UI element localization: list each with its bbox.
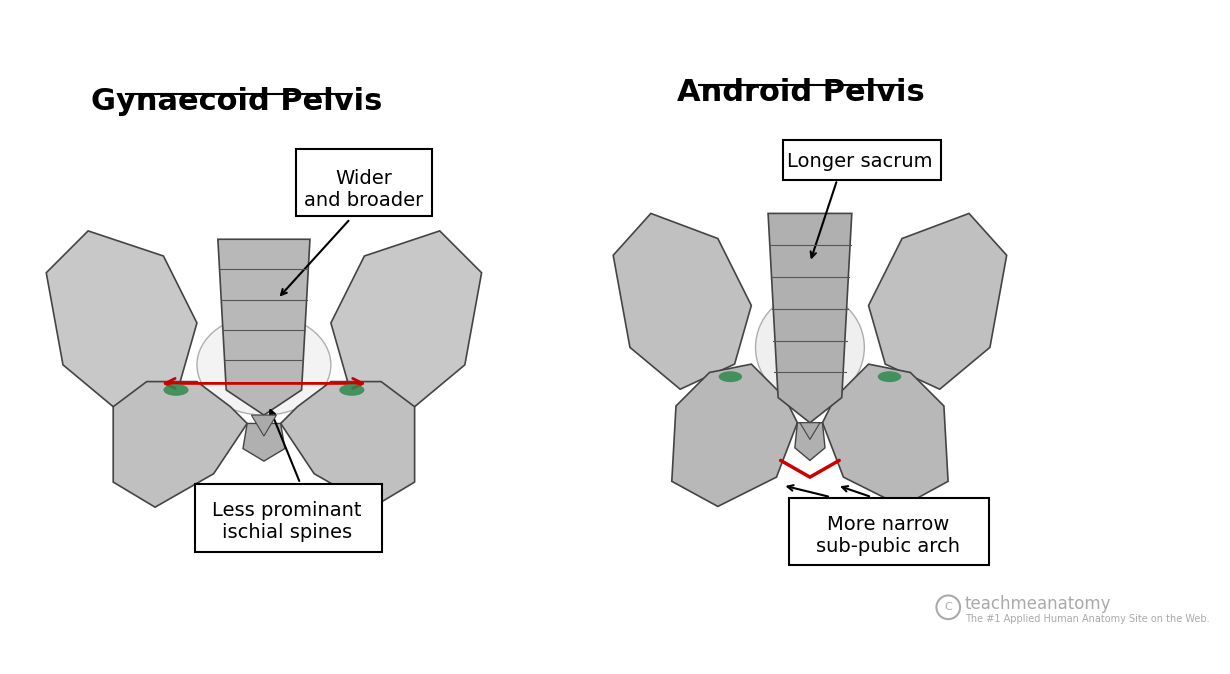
Polygon shape xyxy=(823,364,948,506)
Polygon shape xyxy=(280,381,415,507)
Text: teachmeanatomy: teachmeanatomy xyxy=(964,594,1111,613)
FancyBboxPatch shape xyxy=(788,498,989,565)
Polygon shape xyxy=(47,231,197,406)
Ellipse shape xyxy=(755,293,865,402)
Polygon shape xyxy=(800,423,820,439)
FancyBboxPatch shape xyxy=(295,149,432,216)
Text: Less prominant
ischial spines: Less prominant ischial spines xyxy=(212,501,362,543)
FancyBboxPatch shape xyxy=(194,485,383,552)
Text: Android Pelvis: Android Pelvis xyxy=(676,78,925,106)
Polygon shape xyxy=(331,231,482,406)
Polygon shape xyxy=(672,364,797,506)
Text: Longer sacrum: Longer sacrum xyxy=(787,152,932,171)
Text: Gynaecoid Pelvis: Gynaecoid Pelvis xyxy=(91,87,383,116)
FancyBboxPatch shape xyxy=(782,140,941,181)
Ellipse shape xyxy=(164,384,188,396)
Polygon shape xyxy=(113,381,247,507)
Ellipse shape xyxy=(718,371,742,382)
Ellipse shape xyxy=(197,315,331,415)
Polygon shape xyxy=(251,415,277,436)
Text: The #1 Applied Human Anatomy Site on the Web.: The #1 Applied Human Anatomy Site on the… xyxy=(964,614,1209,624)
Polygon shape xyxy=(614,214,752,390)
Ellipse shape xyxy=(339,384,364,396)
Text: Wider
and broader: Wider and broader xyxy=(304,169,423,210)
Text: More narrow
sub-pubic arch: More narrow sub-pubic arch xyxy=(817,515,961,556)
Polygon shape xyxy=(795,423,825,460)
Polygon shape xyxy=(244,423,285,461)
Polygon shape xyxy=(768,214,852,423)
Polygon shape xyxy=(868,214,1006,390)
Polygon shape xyxy=(218,239,310,415)
Ellipse shape xyxy=(878,371,902,382)
Text: C: C xyxy=(945,603,952,612)
